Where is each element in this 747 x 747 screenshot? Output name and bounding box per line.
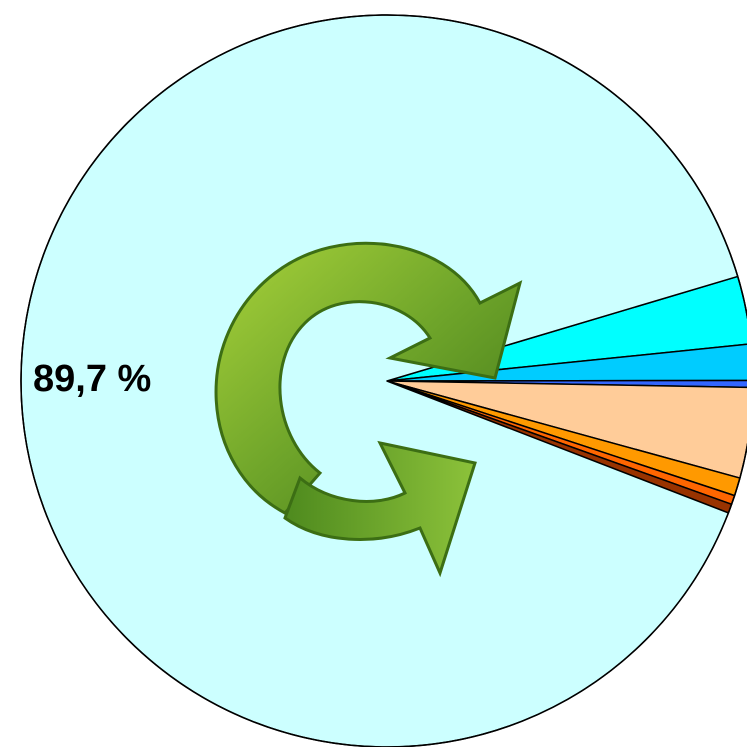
data-label-largest-slice: 89,7 % (33, 358, 152, 400)
recycle-arrow-upper (214, 241, 523, 515)
pie-slice-1 (386, 343, 747, 382)
pie-outline (20, 14, 747, 747)
recycle-arrow-lower (283, 440, 477, 578)
recycle-arrows-icon (214, 241, 523, 578)
